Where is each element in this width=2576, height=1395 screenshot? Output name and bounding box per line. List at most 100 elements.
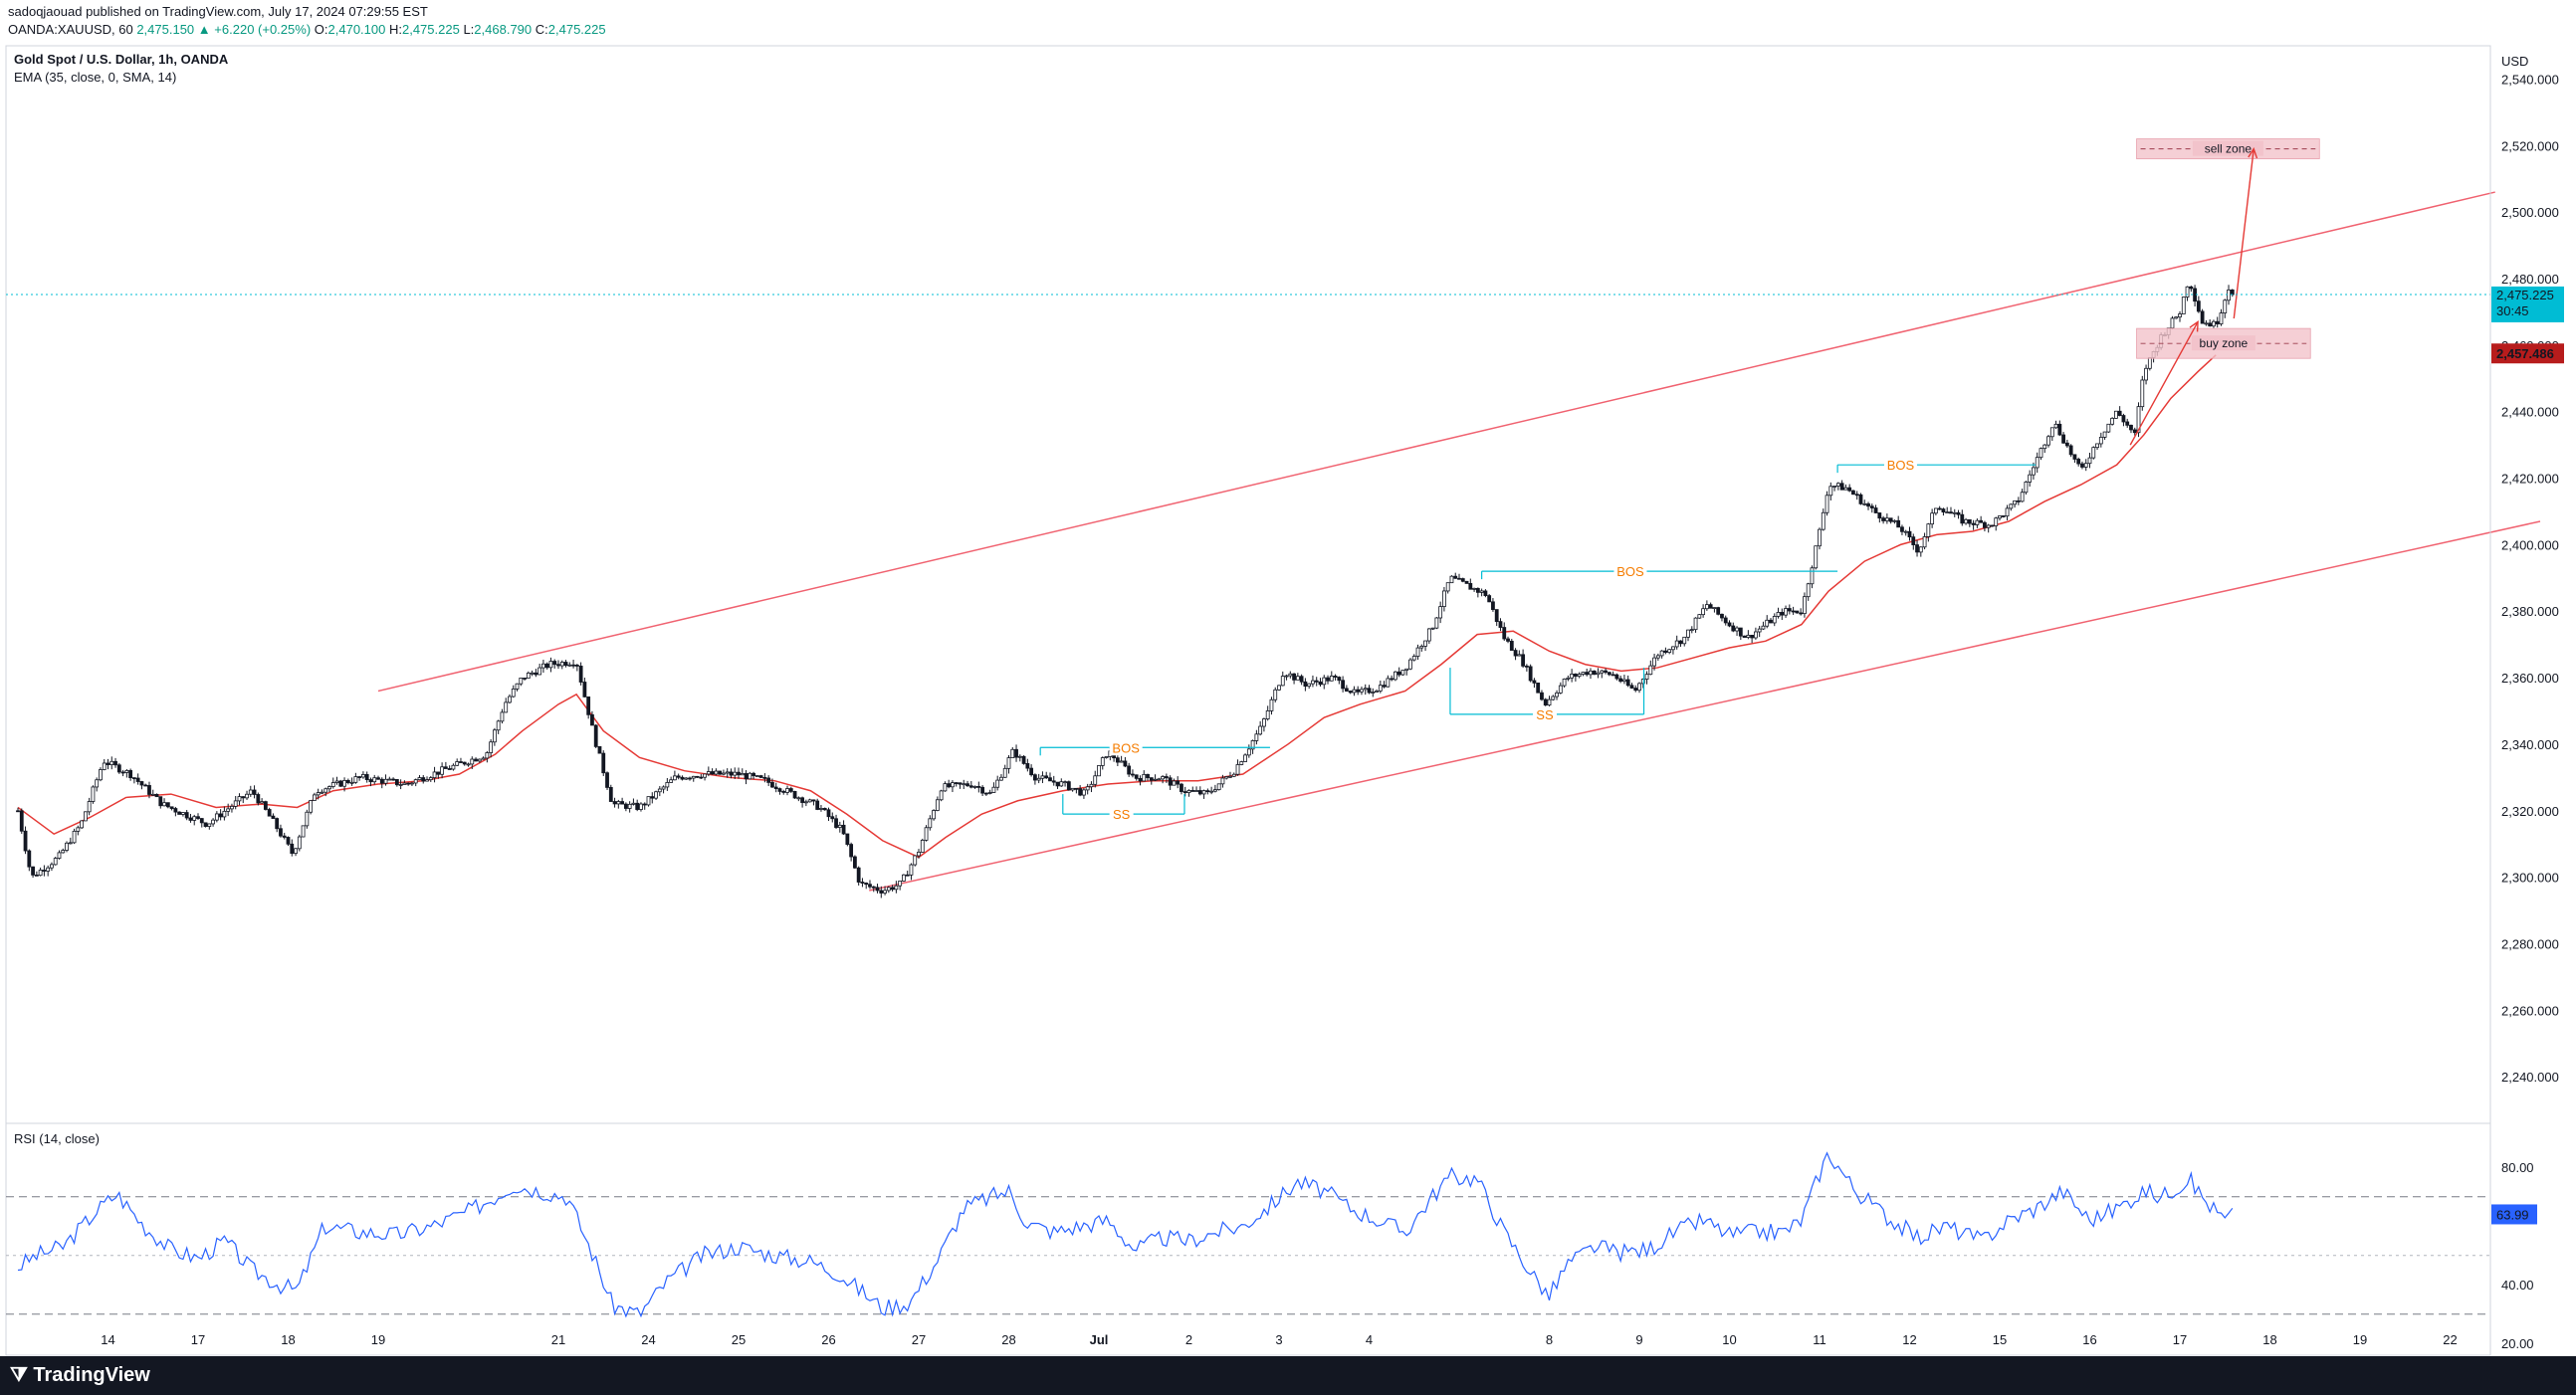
- candle-up: [902, 874, 906, 882]
- candle-down: [1032, 774, 1037, 781]
- main-price-pane[interactable]: BOS BOS BOS SS SS sell zone buy zone Gold Spo…: [5, 45, 2541, 1124]
- candle-up: [1378, 685, 1383, 692]
- rsi-pane[interactable]: 20.00 40.00 80.00 RSI (14, close) 63.99: [5, 1122, 2537, 1356]
- candle-down: [1521, 654, 1526, 667]
- candle-up: [361, 774, 365, 778]
- candle-up: [508, 696, 512, 703]
- candle-up: [1712, 607, 1717, 610]
- candle-down: [1115, 757, 1120, 763]
- candle-down: [1149, 777, 1154, 781]
- candle-up: [504, 701, 509, 713]
- channel-lines[interactable]: [377, 191, 2541, 892]
- candle-up: [913, 855, 918, 866]
- candle-down: [139, 781, 144, 786]
- rsi-tick-label: 80.00: [2501, 1160, 2534, 1175]
- candle-down: [1979, 519, 1984, 523]
- candle-up: [1363, 688, 1368, 691]
- candle-up: [260, 801, 265, 804]
- structure-annotations[interactable]: BOS BOS BOS SS SS: [1039, 457, 2037, 823]
- candle-up: [1772, 616, 1777, 624]
- candle-down: [1941, 508, 1946, 513]
- candle-up: [1884, 517, 1889, 521]
- candle-down: [1592, 670, 1597, 676]
- change-text: +6.220 (+0.25%): [214, 22, 312, 37]
- candle-up: [1986, 524, 1991, 528]
- candle-up: [639, 803, 643, 810]
- main-pane-border: [5, 45, 2491, 1124]
- candle-down: [2064, 442, 2069, 447]
- candle-down: [1029, 767, 1034, 776]
- price-tick-label: 2,300.000: [2501, 871, 2559, 886]
- candle-up: [796, 797, 801, 800]
- candle-up: [1228, 775, 1232, 778]
- candle-down: [1907, 530, 1912, 538]
- candle-down: [947, 783, 952, 788]
- time-tick-label: 11: [1813, 1332, 1826, 1347]
- candle-up: [909, 864, 914, 876]
- candle-down: [1205, 790, 1210, 793]
- candle-down: [2080, 463, 2084, 468]
- ema-price-value: 2,457.486: [2496, 346, 2554, 361]
- arrows-group[interactable]: [2129, 147, 2258, 446]
- candle-down: [830, 816, 835, 820]
- candle-down: [184, 812, 189, 819]
- candle-up: [1017, 755, 1022, 758]
- candle-up: [181, 812, 185, 815]
- candle-up: [1517, 654, 1522, 657]
- candle-up: [162, 802, 166, 807]
- candle-down: [1731, 625, 1736, 632]
- time-tick-label: 3: [1275, 1332, 1282, 1347]
- rsi-line: [17, 1151, 2234, 1318]
- candle-up: [920, 840, 925, 853]
- candle-up: [57, 852, 62, 859]
- price-axis[interactable]: USD 2,240.000 2,260.000 2,280.000 2,300.000…: [2489, 46, 2564, 1355]
- candle-down: [1787, 608, 1792, 612]
- candle-up: [372, 777, 377, 783]
- candle-up: [1371, 692, 1376, 694]
- rsi-pane-border: [5, 1122, 2491, 1356]
- candle-up: [417, 777, 422, 781]
- candle-down: [1956, 511, 1961, 515]
- zones-group[interactable]: sell zone buy zone: [2136, 138, 2320, 359]
- candle-up: [754, 775, 759, 777]
- candle-up: [1697, 614, 1702, 619]
- candle-up: [1426, 628, 1431, 642]
- candle-up: [1998, 515, 2002, 519]
- candle-down: [737, 771, 741, 776]
- candle-down: [534, 672, 538, 676]
- candle-up: [1600, 670, 1605, 674]
- header: sadoqjaouad published on TradingView.com…: [0, 0, 2576, 44]
- candle-up: [316, 792, 321, 796]
- candle-up: [297, 836, 302, 850]
- candle-down: [1044, 775, 1049, 779]
- candle-up: [80, 820, 85, 829]
- candle-down: [578, 666, 583, 683]
- candle-down: [1021, 755, 1026, 764]
- time-tick-label: 9: [1635, 1332, 1642, 1347]
- candle-up: [2039, 448, 2043, 459]
- candle-up: [1821, 511, 1825, 530]
- candle-up: [323, 788, 328, 793]
- candle-down: [2072, 454, 2077, 460]
- candle-up: [1265, 710, 1270, 719]
- candle-up: [109, 760, 114, 765]
- candle-up: [1472, 587, 1476, 590]
- candle-up: [1201, 790, 1206, 795]
- candle-up: [1667, 649, 1672, 654]
- candle-up: [2147, 356, 2152, 369]
- candle-down: [695, 775, 700, 778]
- time-axis[interactable]: 14 17 18 19 21 24 25 26 27 28 Jul 2 3 4 8 9 10 11 12 15 16 17…: [101, 1332, 2457, 1347]
- candle-down: [2117, 410, 2122, 416]
- high-label: H:: [388, 22, 402, 37]
- candle-down: [1881, 517, 1886, 521]
- candle-up: [1589, 670, 1593, 676]
- candle-up: [245, 793, 249, 799]
- candle-down: [196, 816, 200, 819]
- candle-up: [935, 799, 940, 811]
- candle-up: [883, 890, 887, 894]
- candle-up: [691, 775, 696, 779]
- candle-down: [1990, 524, 1995, 527]
- candle-up: [519, 678, 524, 685]
- candle-up: [1322, 677, 1327, 686]
- tradingview-logo[interactable]: ⧩ TradingView: [10, 1364, 150, 1387]
